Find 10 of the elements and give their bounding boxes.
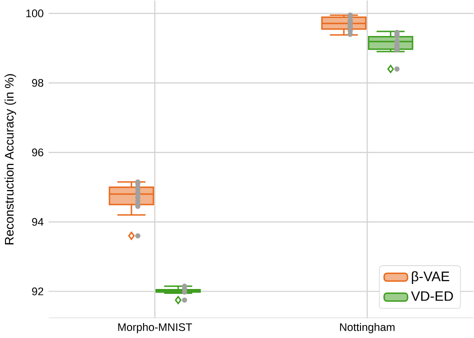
y-tick-label: 100: [26, 10, 44, 18]
y-tick-label: 92: [32, 288, 44, 296]
y-axis-title: Reconstruction Accuracy (in %): [4, 74, 16, 244]
legend-label: VD-ED: [411, 291, 453, 301]
x-tick-label: Nottingham: [340, 323, 395, 334]
y-tick-label: 98: [32, 79, 44, 87]
legend-label: β-VAE: [412, 271, 450, 284]
x-tick-label: Morpho-MNIST: [118, 323, 192, 334]
y-tick-label: 94: [32, 218, 44, 226]
y-tick-label: 96: [32, 148, 44, 156]
